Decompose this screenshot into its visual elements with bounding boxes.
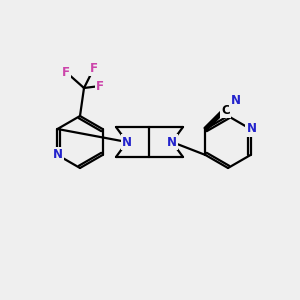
Text: N: N xyxy=(52,148,62,161)
Text: N: N xyxy=(247,122,256,136)
Text: F: F xyxy=(90,61,98,74)
Text: C: C xyxy=(221,103,230,116)
Text: F: F xyxy=(62,65,70,79)
Text: N: N xyxy=(167,136,177,148)
Text: F: F xyxy=(96,80,104,92)
Text: N: N xyxy=(122,136,132,148)
Text: N: N xyxy=(230,94,241,107)
